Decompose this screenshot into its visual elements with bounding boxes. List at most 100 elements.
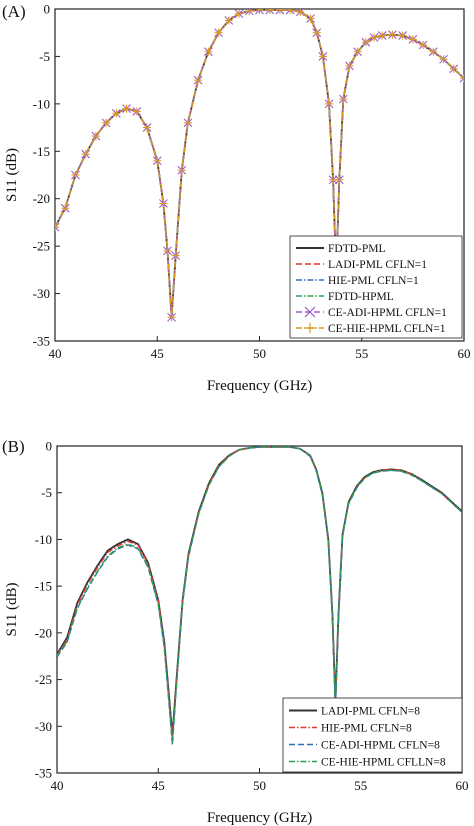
- data-point-marker: [132, 107, 141, 116]
- data-point-marker: [55, 222, 60, 232]
- x-tick-label: 50: [253, 346, 266, 361]
- data-point-marker: [102, 118, 111, 127]
- legend-box: [289, 235, 463, 339]
- data-point-marker: [255, 9, 264, 14]
- data-point-marker: [460, 74, 464, 83]
- data-point-marker: [312, 28, 321, 37]
- data-point-marker: [163, 246, 172, 255]
- y-axis-label: S11 (dB): [4, 148, 20, 202]
- data-point-marker: [398, 31, 407, 40]
- y-tick-label: -35: [35, 766, 52, 781]
- data-point-marker: [194, 76, 203, 85]
- data-point-marker: [408, 35, 417, 44]
- data-point-marker: [378, 31, 387, 40]
- y-tick-label: -20: [35, 625, 52, 640]
- y-tick-label: 0: [44, 2, 51, 17]
- x-tick-label: 45: [151, 346, 164, 361]
- y-tick-label: -25: [33, 239, 50, 254]
- data-point-marker: [306, 14, 315, 23]
- legend-entry-label: HIE-PML CFLN=8: [321, 723, 412, 735]
- series-line-2: [57, 446, 462, 739]
- data-point-marker: [91, 132, 100, 141]
- y-tick-label: -15: [33, 144, 50, 159]
- x-tick-label: 60: [456, 778, 469, 793]
- legend-entry-label: FDTD-HPML: [328, 291, 394, 303]
- data-point-marker: [459, 73, 464, 83]
- data-point-marker: [370, 33, 379, 42]
- data-point-marker: [361, 38, 370, 47]
- data-point-marker: [122, 104, 131, 113]
- data-point-marker: [167, 313, 176, 322]
- legend-marker: [304, 306, 316, 318]
- x-tick-label: 55: [354, 778, 367, 793]
- y-tick-label: -10: [33, 96, 50, 111]
- legend-entry-label: HIE-PML CFLN=1: [328, 275, 419, 287]
- data-point-marker: [339, 95, 348, 104]
- data-layer: [57, 446, 462, 746]
- y-tick-label: -20: [33, 191, 50, 206]
- x-tick-label: 50: [253, 778, 266, 793]
- data-point-marker: [429, 47, 438, 56]
- data-point-marker: [353, 47, 362, 56]
- legend: FDTD-PML LADI-PML CFLN=1 HIE-PML CFLN=1 FDT…: [289, 235, 463, 339]
- chart-panel-b: (B) 40 45 50 55 60 0 -5 -10 -15 -20 -25 -30 -35 Freque…: [2, 437, 469, 826]
- y-tick-label: -10: [35, 532, 52, 547]
- legend-entry-label: LADI-PML CFLN=8: [321, 706, 420, 718]
- data-point-marker: [153, 156, 162, 165]
- data-point-marker: [112, 109, 121, 118]
- data-point-marker: [439, 55, 448, 64]
- x-axis-label: Frequency (GHz): [207, 378, 312, 394]
- chart-panel-a: (A) 40 45 50 55 60 0 -5 -10 -15 -20 -25 -30 -35 Freque…: [2, 2, 471, 395]
- data-point-marker: [318, 52, 327, 61]
- x-tick-label: 60: [458, 346, 471, 361]
- x-axis-label: Frequency (GHz): [207, 810, 312, 826]
- panel-label: (B): [2, 437, 25, 456]
- y-tick-label: -35: [33, 334, 50, 349]
- data-point-marker: [183, 118, 192, 127]
- data-layer: [55, 9, 464, 322]
- x-tick-label: 40: [51, 778, 64, 793]
- data-point-marker: [235, 9, 244, 18]
- x-tick-label: 40: [49, 346, 62, 361]
- data-point-marker: [71, 171, 80, 179]
- legend: LADI-PML CFLN=8 HIE-PML CFLN=8 CE-ADI-HPML…: [282, 697, 463, 773]
- series-line-1: [57, 446, 462, 736]
- data-point-marker: [55, 223, 59, 232]
- data-point-marker: [275, 9, 284, 14]
- panel-label: (A): [2, 2, 26, 21]
- data-point-marker: [265, 9, 274, 14]
- x-tick-label: 55: [355, 346, 368, 361]
- data-point-marker: [419, 41, 428, 50]
- data-point-marker: [286, 9, 295, 14]
- data-point-marker: [449, 64, 458, 73]
- data-point-marker: [345, 61, 354, 70]
- data-point-marker: [171, 251, 180, 260]
- data-point-marker: [388, 30, 397, 39]
- y-tick-label: -25: [35, 672, 52, 687]
- legend-entry-label: CE-HIE-HPML CFLLN=8: [321, 757, 446, 769]
- series-line-3: [57, 446, 462, 746]
- y-tick-label: 0: [46, 439, 53, 454]
- y-tick-label: -5: [41, 485, 52, 500]
- data-point-marker: [61, 204, 70, 213]
- legend-entry-label: CE-HIE-HPML CFLN=1: [328, 323, 446, 335]
- data-point-marker: [335, 175, 344, 184]
- data-point-marker: [81, 150, 90, 159]
- data-point-marker: [325, 99, 334, 108]
- data-point-marker: [177, 166, 186, 175]
- data-point-marker: [224, 16, 233, 25]
- y-tick-label: -5: [39, 49, 50, 64]
- y-tick-label: -30: [35, 719, 52, 734]
- data-point-marker: [214, 28, 223, 37]
- series-line-4: [57, 446, 462, 744]
- legend-entry-label: CE-ADI-HPML CFLN=8: [321, 740, 440, 752]
- data-point-marker: [296, 9, 305, 16]
- y-tick-label: -30: [33, 286, 50, 301]
- data-point-marker: [143, 123, 152, 132]
- y-axis-label: S11 (dB): [4, 582, 20, 636]
- x-tick-label: 45: [152, 778, 165, 793]
- legend-entry-label: CE-ADI-HPML CFLN=1: [328, 307, 447, 319]
- y-tick-label: -15: [35, 579, 52, 594]
- legend-entry-label: LADI-PML CFLN=1: [328, 259, 427, 271]
- data-point-marker: [245, 9, 254, 15]
